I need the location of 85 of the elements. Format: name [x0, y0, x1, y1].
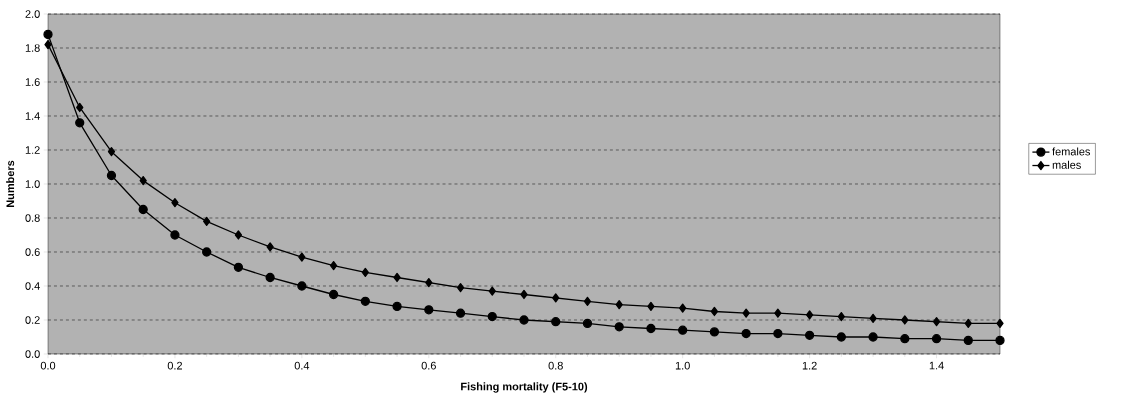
point [614, 322, 624, 332]
x-tick-label: 1.0 [675, 361, 690, 370]
x-tick-label: 0.0 [40, 361, 56, 370]
x-tick-label: 1.4 [929, 361, 944, 370]
point [139, 175, 147, 186]
point [455, 308, 466, 318]
point [297, 281, 307, 291]
y-tick-label: 1.0 [25, 180, 40, 188]
y-tick-label: 2.0 [25, 10, 40, 18]
y-tick-label: 0.8 [25, 214, 40, 222]
point [932, 317, 941, 327]
point [741, 328, 751, 339]
point [900, 334, 910, 344]
point [804, 330, 815, 340]
point [837, 311, 845, 322]
y-axis-title: Numbers [6, 160, 15, 208]
point [234, 230, 243, 240]
point [805, 310, 814, 320]
point [170, 230, 180, 240]
y-tick-label: 1.6 [25, 78, 40, 86]
point [868, 332, 878, 342]
point [424, 305, 434, 315]
point [964, 318, 972, 329]
point [679, 303, 687, 313]
point [931, 334, 942, 344]
y-tick-label: 0.6 [25, 248, 40, 256]
point [202, 247, 212, 257]
point [647, 301, 655, 312]
point [393, 272, 401, 283]
y-tick-label: 0.0 [25, 350, 40, 358]
point [138, 204, 148, 215]
point [678, 325, 688, 335]
point [551, 317, 561, 327]
point [774, 308, 782, 318]
point [520, 289, 528, 300]
point [519, 315, 529, 325]
point [487, 311, 497, 322]
point [266, 242, 274, 252]
point [360, 296, 370, 306]
y-tick-label: 1.2 [25, 146, 40, 154]
point [488, 286, 496, 296]
point [425, 277, 433, 288]
point [107, 147, 116, 157]
point [582, 318, 593, 329]
point [869, 313, 877, 323]
point [44, 39, 52, 50]
x-tick-label: 0.2 [167, 361, 182, 370]
x-tick-label: 1.2 [802, 361, 817, 370]
x-tick-label: 0.8 [548, 361, 563, 370]
point [646, 323, 656, 334]
point [171, 198, 179, 208]
point [203, 216, 211, 227]
point [298, 252, 306, 262]
point [995, 335, 1005, 346]
point [106, 170, 117, 181]
point [901, 315, 909, 325]
point [709, 327, 720, 337]
point [552, 293, 560, 303]
point [773, 328, 783, 339]
point [265, 272, 275, 283]
y-tick-label: 0.4 [25, 282, 40, 290]
point [963, 335, 973, 346]
point [615, 300, 623, 310]
point [710, 306, 719, 317]
point [76, 102, 84, 113]
point [742, 308, 750, 318]
point [836, 332, 846, 342]
point [996, 318, 1004, 329]
x-tick-label: 0.6 [421, 361, 436, 370]
point [456, 283, 465, 293]
point [361, 267, 369, 278]
legend-label: males [1052, 160, 1081, 169]
point [583, 296, 592, 306]
y-tick-label: 1.4 [25, 112, 40, 120]
y-tick-label: 0.2 [25, 316, 40, 324]
x-axis-title: Fishing mortality (F5-10) [461, 382, 588, 393]
point [328, 289, 339, 300]
point [392, 301, 402, 312]
point [329, 260, 338, 271]
y-tick-label: 1.8 [25, 44, 40, 52]
point [75, 118, 85, 128]
x-tick-label: 0.4 [294, 361, 310, 370]
legend-label: females [1052, 147, 1091, 156]
point [233, 262, 244, 272]
point [43, 29, 53, 40]
